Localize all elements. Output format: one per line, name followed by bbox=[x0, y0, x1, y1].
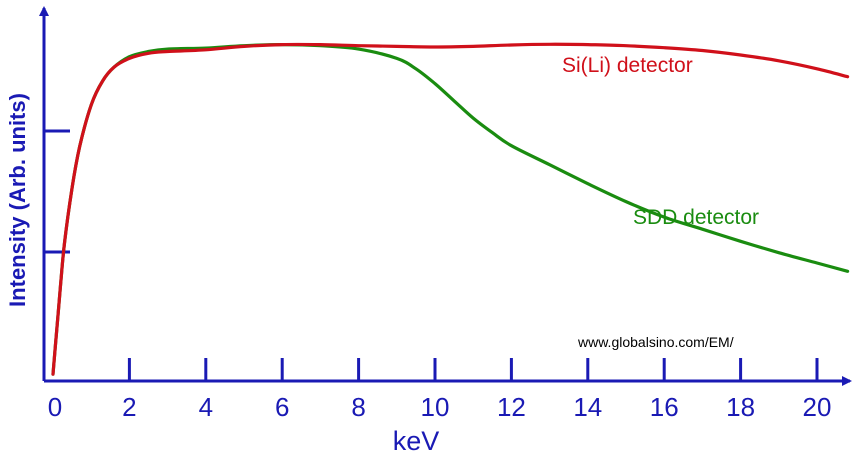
series-label-sdd: SDD detector bbox=[633, 206, 759, 229]
y-axis-title: Intensity (Arb. units) bbox=[5, 93, 30, 307]
watermark-url: www.globalsino.com/EM/ bbox=[577, 334, 734, 350]
x-tick-label: 0 bbox=[48, 392, 62, 422]
x-tick-label: 8 bbox=[351, 392, 365, 422]
x-tick-labels: 0 2 4 6 8 10 12 14 16 18 20 bbox=[48, 392, 832, 422]
x-axis-title: keV bbox=[393, 426, 440, 456]
x-tick-label: 10 bbox=[421, 392, 450, 422]
x-tick-label: 6 bbox=[275, 392, 289, 422]
x-tick-label: 12 bbox=[497, 392, 526, 422]
x-tick-label: 14 bbox=[573, 392, 602, 422]
x-tick-label: 16 bbox=[650, 392, 679, 422]
x-tick-label: 4 bbox=[199, 392, 213, 422]
x-tick-label: 18 bbox=[726, 392, 755, 422]
x-tick-label: 20 bbox=[803, 392, 832, 422]
series-label-si-li: Si(Li) detector bbox=[562, 54, 693, 77]
series-line-si-li bbox=[51, 42, 850, 376]
x-tick-label: 2 bbox=[122, 392, 136, 422]
x-ticks bbox=[127, 358, 819, 381]
